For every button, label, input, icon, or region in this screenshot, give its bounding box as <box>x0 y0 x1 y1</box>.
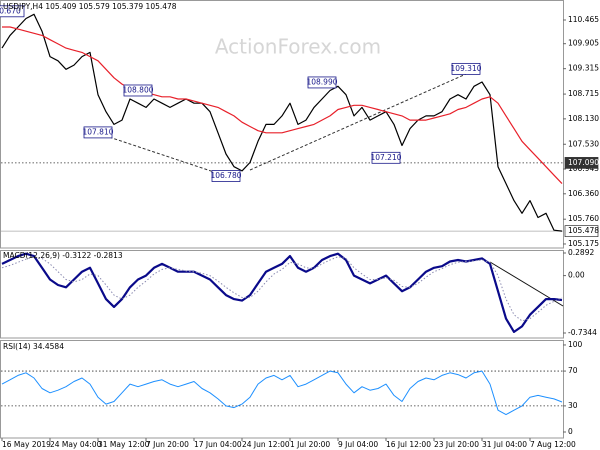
y-tick-label: 105.760 <box>568 214 599 223</box>
x-tick-label: 23 Jul 20:00 <box>434 440 479 449</box>
rsi-panel <box>0 340 564 439</box>
annotation-label: 0.670 <box>0 6 21 15</box>
x-tick-label: 7 Jun 20:00 <box>146 440 189 449</box>
rsi-title: RSI(14) 34.4584 <box>3 342 64 351</box>
annotation-box <box>0 5 25 18</box>
series-line <box>1 13 563 232</box>
series-line <box>2 26 563 185</box>
annotation-label: 106.780 <box>210 171 241 180</box>
level-label-box <box>564 225 599 237</box>
x-tick-label: 16 Jul 12:00 <box>386 440 431 449</box>
trend-line <box>99 133 227 177</box>
y-tick-label: 0.00 <box>568 271 585 280</box>
x-tick-label: 9 Jul 04:00 <box>338 440 378 449</box>
series-line <box>1 256 563 322</box>
x-tick-label: 24 May 04:00 <box>50 440 102 449</box>
x-tick-label: 7 Aug 12:00 <box>530 440 576 449</box>
macd-title: MACD(12,26,9) -0.3122 -0.2813 <box>3 251 123 260</box>
annotation-label: 107.810 <box>82 127 113 136</box>
x-tick-label: 16 May 2019 <box>2 440 51 449</box>
x-tick-label: 31 Jul 04:00 <box>482 440 527 449</box>
annotation-label: 109.310 <box>450 64 481 73</box>
y-tick-label: 109.905 <box>568 39 599 48</box>
y-tick-label: 108.715 <box>568 89 599 98</box>
y-tick-label: 108.130 <box>568 114 599 123</box>
annotation-box <box>211 170 241 182</box>
x-tick-label: 17 Jun 04:00 <box>194 440 242 449</box>
annotation-label: 108.990 <box>306 77 337 86</box>
y-tick-label: 106.360 <box>568 189 599 198</box>
y-tick-label: 70 <box>568 366 578 375</box>
level-label: 105.478 <box>568 226 599 235</box>
level-label-box <box>564 157 599 169</box>
macd-panel <box>0 250 564 339</box>
main-panel <box>0 0 564 249</box>
annotation-box <box>123 84 153 97</box>
y-tick-label: 100 <box>568 340 583 349</box>
main-title: USDJPY,H4 105.409 105.579 105.379 105.47… <box>3 2 177 11</box>
watermark: ActionForex.com <box>215 35 381 59</box>
x-tick-label: 24 Jun 12:00 <box>242 440 290 449</box>
level-label: 107.090 <box>568 158 599 167</box>
annotation-label: 108.800 <box>122 85 153 94</box>
x-tick-label: 31 May 12:00 <box>98 440 150 449</box>
annotation-label: 107.210 <box>370 153 401 162</box>
trend-line <box>249 73 467 171</box>
y-tick-label: 107.530 <box>568 139 599 148</box>
y-tick-label: -0.7344 <box>568 328 597 337</box>
annotation-box <box>371 151 401 164</box>
x-tick-label: 1 Jul 20:00 <box>290 440 330 449</box>
annotation-box <box>451 62 481 75</box>
y-tick-label: 109.315 <box>568 64 599 73</box>
annotation-box <box>307 76 337 89</box>
annotation-box <box>83 126 113 139</box>
y-tick-label: 110.465 <box>568 15 599 24</box>
y-tick-label: 30 <box>568 401 578 410</box>
series-line <box>1 370 563 416</box>
y-tick-label: 0 <box>568 427 573 436</box>
y-tick-label: 0.2892 <box>568 248 594 257</box>
plot-layer: 110.465 109.905 109.315 108.715 108.130 107.5… <box>0 5 599 449</box>
y-tick-label: 105.175 <box>568 239 599 248</box>
